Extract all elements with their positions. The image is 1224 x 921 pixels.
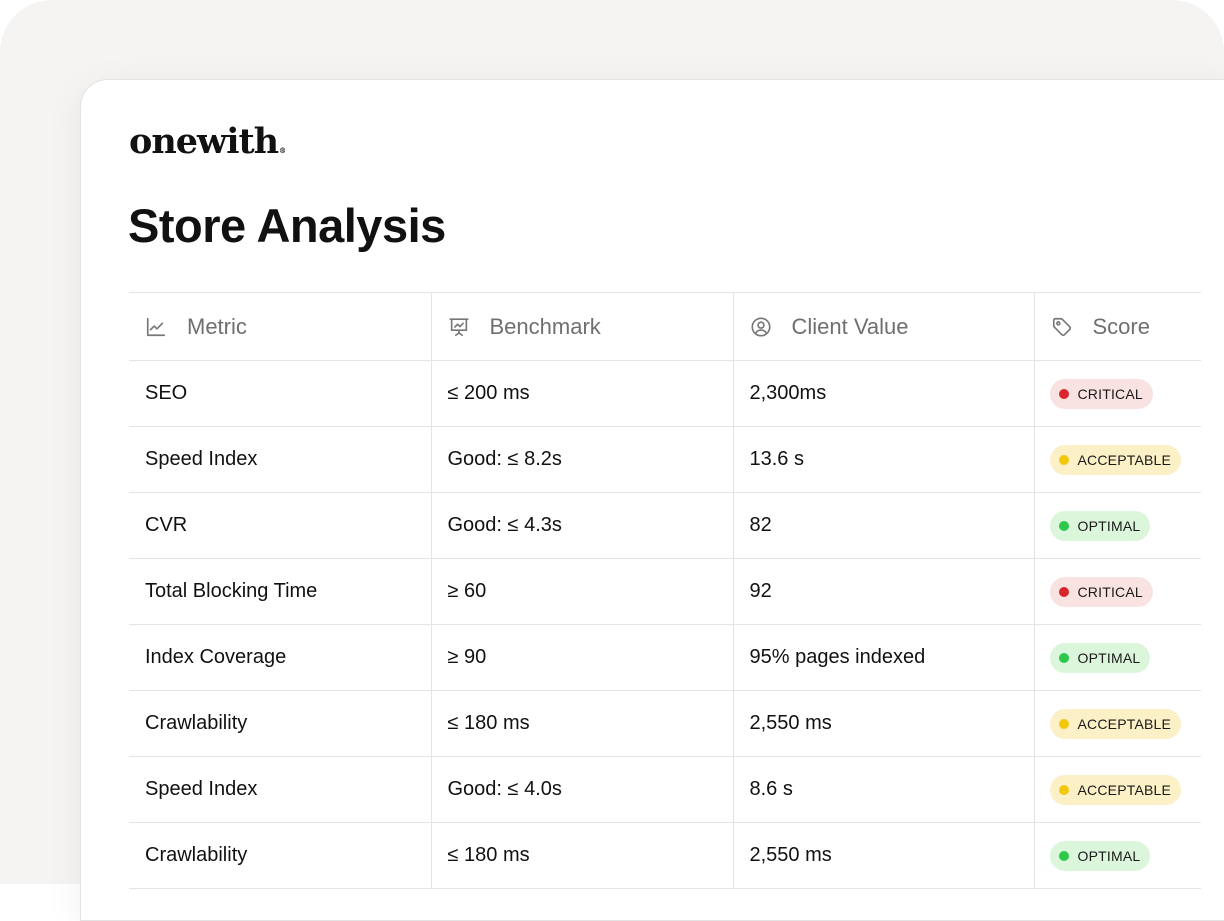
chart-line-icon	[145, 316, 167, 338]
tag-icon	[1051, 316, 1073, 338]
cell-benchmark: ≤ 180 ms	[430, 690, 733, 757]
cell-client-value: 95% pages indexed	[732, 624, 1034, 691]
status-badge: OPTIMAL	[1049, 642, 1151, 673]
table-row: Index Coverage ≥ 90 95% pages indexed OP…	[129, 624, 1201, 691]
status-dot	[1058, 718, 1069, 729]
column-header-label: Benchmark	[489, 313, 601, 339]
cell-benchmark: Good: ≤ 4.3s	[430, 492, 733, 559]
cell-client-value: 92	[732, 558, 1034, 625]
cell-metric: Crawlability	[129, 690, 431, 757]
cell-score: ACCEPTABLE	[1033, 426, 1201, 493]
cell-benchmark: Good: ≤ 4.0s	[430, 756, 733, 823]
status-badge: ACCEPTABLE	[1049, 444, 1182, 475]
status-dot	[1058, 388, 1069, 399]
status-badge-label: OPTIMAL	[1077, 649, 1141, 666]
metrics-table: Metric	[129, 292, 1201, 889]
status-badge: CRITICAL	[1049, 378, 1153, 409]
column-header-benchmark: Benchmark	[430, 292, 733, 361]
table-row: CVR Good: ≤ 4.3s 82 OPTIMAL	[129, 492, 1201, 559]
status-badge-label: OPTIMAL	[1077, 517, 1141, 534]
cell-score: CRITICAL	[1033, 360, 1201, 427]
cell-metric: Speed Index	[129, 756, 431, 823]
cell-client-value: 13.6 s	[732, 426, 1034, 493]
brand-logo: onewith®	[129, 124, 286, 159]
cell-client-value: 2,300ms	[732, 360, 1034, 427]
presentation-icon	[448, 316, 470, 338]
status-badge: CRITICAL	[1049, 576, 1153, 607]
cell-score: OPTIMAL	[1033, 492, 1201, 559]
cell-score: CRITICAL	[1033, 558, 1201, 625]
cell-client-value: 8.6 s	[732, 756, 1034, 823]
table-row: SEO ≤ 200 ms 2,300ms CRITICAL	[129, 360, 1201, 427]
column-header-metric: Metric	[129, 292, 431, 361]
cell-score: OPTIMAL	[1033, 822, 1201, 889]
status-badge: ACCEPTABLE	[1049, 774, 1182, 805]
cell-client-value: 2,550 ms	[732, 822, 1034, 889]
status-badge-label: ACCEPTABLE	[1077, 715, 1172, 732]
cell-client-value: 2,550 ms	[732, 690, 1034, 757]
status-badge-label: ACCEPTABLE	[1077, 451, 1172, 468]
brand-logo-mark: ®	[279, 146, 287, 155]
cell-metric: CVR	[129, 492, 431, 559]
cell-metric: Speed Index	[129, 426, 431, 493]
cell-score: ACCEPTABLE	[1033, 756, 1201, 823]
column-header-label: Metric	[187, 313, 247, 339]
status-dot	[1058, 586, 1069, 597]
cell-benchmark: Good: ≤ 8.2s	[430, 426, 733, 493]
status-dot	[1058, 652, 1069, 663]
status-badge-label: OPTIMAL	[1077, 847, 1141, 864]
cell-score: ACCEPTABLE	[1033, 690, 1201, 757]
cell-score: OPTIMAL	[1033, 624, 1201, 691]
column-header-client-value: Client Value	[732, 292, 1034, 361]
table-row: Total Blocking Time ≥ 60 92 CRITICAL	[129, 558, 1201, 625]
status-badge: OPTIMAL	[1049, 510, 1151, 541]
cell-benchmark: ≤ 200 ms	[430, 360, 733, 427]
store-analysis-card: onewith® Store Analysis Metric	[80, 79, 1224, 921]
table-header-row: Metric	[129, 292, 1201, 361]
cell-client-value: 82	[732, 492, 1034, 559]
user-circle-icon	[750, 316, 772, 338]
status-dot	[1058, 850, 1069, 861]
table-row: Speed Index Good: ≤ 8.2s 13.6 s ACCEPTAB…	[129, 426, 1201, 493]
page-title: Store Analysis	[128, 199, 446, 252]
status-badge: OPTIMAL	[1049, 840, 1151, 871]
status-badge-label: CRITICAL	[1077, 583, 1143, 600]
cell-metric: Crawlability	[129, 822, 431, 889]
table-row: Crawlability ≤ 180 ms 2,550 ms OPTIMAL	[129, 822, 1201, 889]
status-dot	[1058, 454, 1069, 465]
table-row: Speed Index Good: ≤ 4.0s 8.6 s ACCEPTABL…	[129, 756, 1201, 823]
column-header-label: Client Value	[791, 313, 909, 339]
status-badge: ACCEPTABLE	[1049, 708, 1182, 739]
cell-metric: Total Blocking Time	[129, 558, 431, 625]
cell-benchmark: ≤ 180 ms	[430, 822, 733, 889]
cell-benchmark: ≥ 90	[430, 624, 733, 691]
status-badge-label: ACCEPTABLE	[1077, 781, 1172, 798]
table-row: Crawlability ≤ 180 ms 2,550 ms ACCEPTABL…	[129, 690, 1201, 757]
column-header-label: Score	[1092, 313, 1150, 339]
cell-benchmark: ≥ 60	[430, 558, 733, 625]
column-header-score: Score	[1033, 292, 1201, 361]
status-badge-label: CRITICAL	[1077, 385, 1143, 402]
cell-metric: Index Coverage	[129, 624, 431, 691]
cell-metric: SEO	[129, 360, 431, 427]
brand-logo-text: onewith	[129, 121, 279, 162]
status-dot	[1058, 520, 1069, 531]
status-dot	[1058, 784, 1069, 795]
